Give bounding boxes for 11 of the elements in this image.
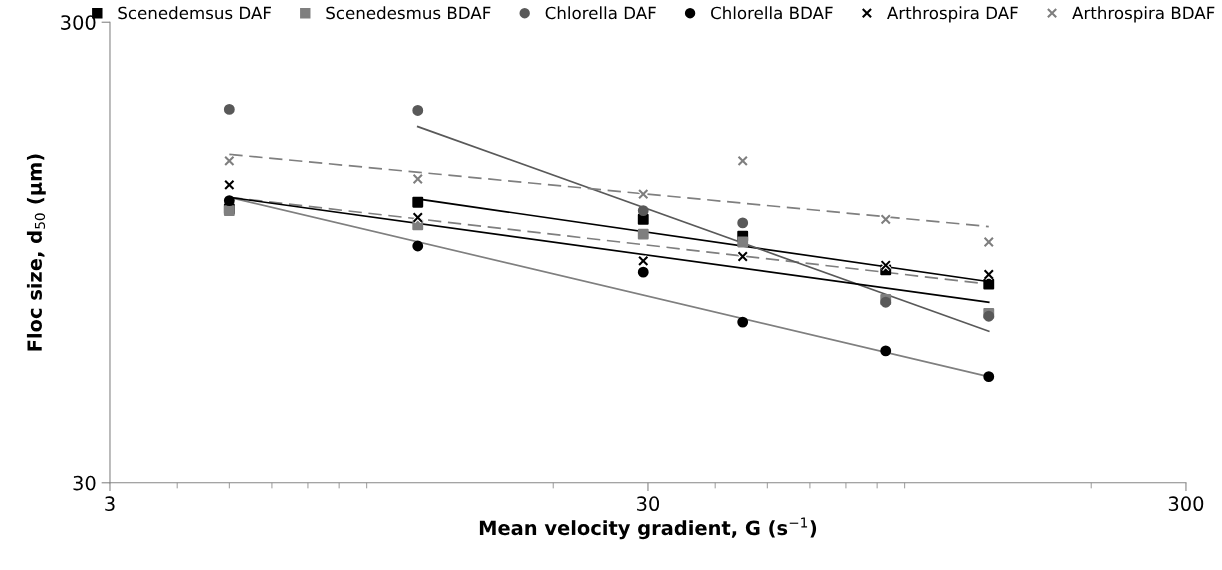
legend-label: Scenedesmus BDAF bbox=[326, 6, 491, 20]
legend-label: Scenedemsus DAF bbox=[118, 6, 271, 20]
legend-label: Arthrospira BDAF bbox=[1072, 6, 1215, 23]
y-axis-title: Floc size, d$_{50}$ (µm) bbox=[26, 154, 46, 351]
x-tick-label: 30 bbox=[637, 496, 660, 512]
x-tick-label: 300 bbox=[1168, 496, 1204, 512]
x-axis-title: Mean velocity gradient, G (s$^{−1}$) bbox=[479, 517, 817, 540]
legend-label: Arthrospira DAF bbox=[887, 6, 1018, 23]
legend-label: Chlorella DAF bbox=[545, 6, 656, 20]
legend-label: Chlorella BDAF bbox=[711, 6, 833, 20]
x-tick-label: 3 bbox=[105, 496, 115, 512]
